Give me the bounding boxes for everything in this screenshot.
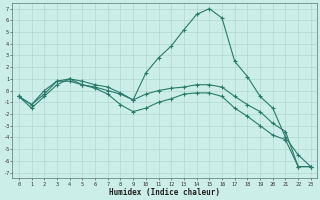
X-axis label: Humidex (Indice chaleur): Humidex (Indice chaleur) — [109, 188, 220, 197]
